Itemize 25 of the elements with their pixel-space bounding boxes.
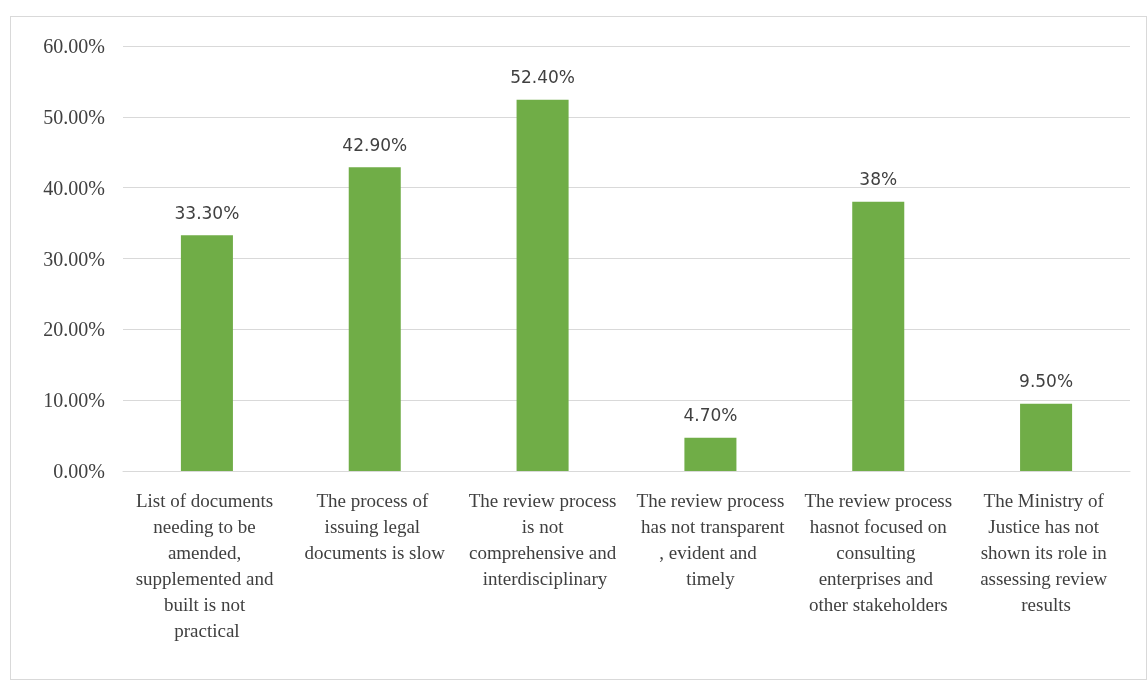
y-tick-label: 60.00% <box>43 35 105 57</box>
bar <box>180 235 233 471</box>
bar <box>684 437 737 471</box>
data-label: 42.90% <box>342 134 408 155</box>
x-tick-label: The review process has not transparent, evident and timely <box>636 489 786 589</box>
x-tick-label: The Ministry of Justice has not shown its role in assessing review results <box>980 489 1113 615</box>
y-tick-label: 50.00% <box>43 105 105 128</box>
bar <box>516 99 569 471</box>
y-tick-label: 30.00% <box>43 247 105 270</box>
bar <box>852 201 905 471</box>
data-label: 38% <box>859 169 898 190</box>
x-tick-label: List of documents needing to be amended, supplemented and built is not practical <box>135 489 279 641</box>
y-tick-label: 0.00% <box>53 460 105 482</box>
data-label: 9.50% <box>1019 371 1074 392</box>
y-tick-label: 20.00% <box>43 318 105 341</box>
data-label: 52.40% <box>510 67 575 88</box>
y-tick-label: 40.00% <box>43 176 105 199</box>
data-label: 33.30% <box>174 202 240 223</box>
x-tick-label: The review process is not comprehensive and interdisciplinary <box>468 489 617 589</box>
bar <box>348 167 401 471</box>
data-label: 4.70% <box>683 405 738 426</box>
y-tick-label: 10.00% <box>43 389 105 412</box>
x-tick-label: The process of issuing legal documents is slow <box>304 489 446 563</box>
x-tick-label: The review process hasnot focused on consulting enterprises and other stakeholders <box>804 489 953 615</box>
bar <box>1020 403 1073 471</box>
